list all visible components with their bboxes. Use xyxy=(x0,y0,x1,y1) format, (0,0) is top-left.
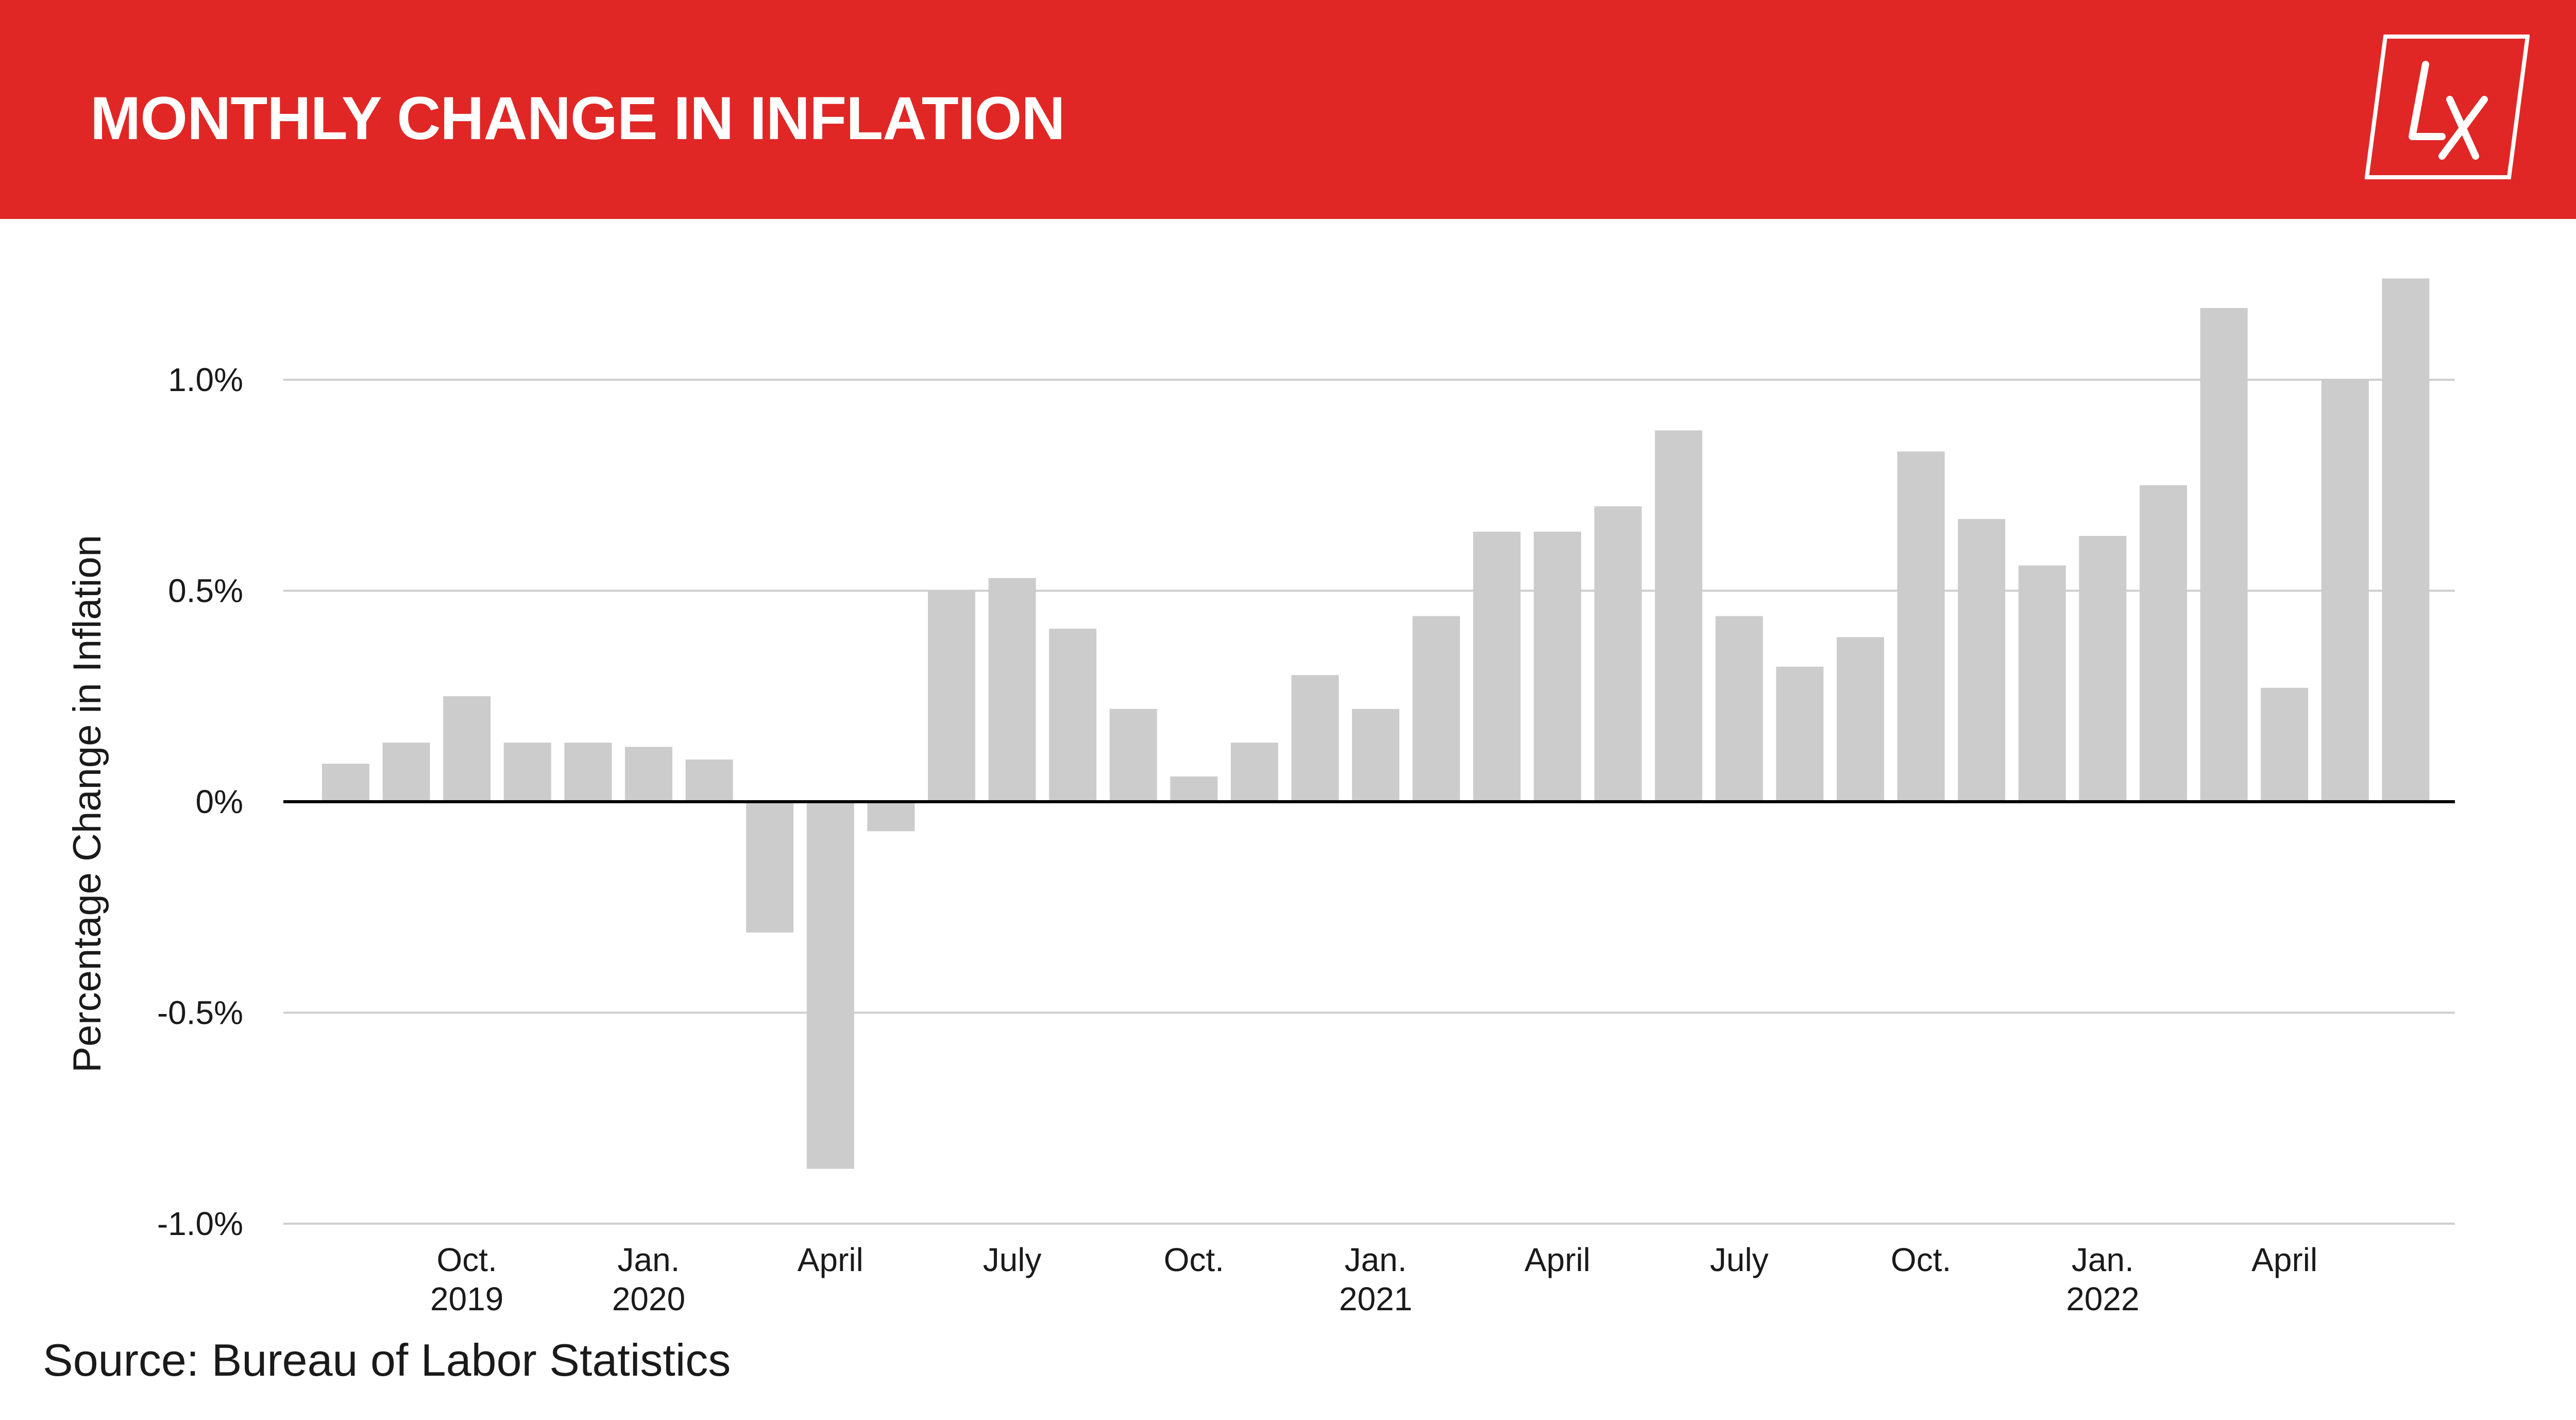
x-tick-label: April xyxy=(798,1241,863,1278)
bar xyxy=(1109,708,1157,802)
bar xyxy=(1170,776,1218,802)
header-banner: MONTHLY CHANGE IN INFLATION xyxy=(0,0,2576,219)
x-tick-label: July xyxy=(983,1241,1042,1278)
bar xyxy=(2079,536,2127,802)
bar xyxy=(685,759,733,802)
x-tick-label: Oct. xyxy=(1164,1241,1224,1278)
x-tick-label: July xyxy=(1710,1241,1769,1278)
bar xyxy=(625,747,672,802)
source-note: Source: Bureau of Labor Statistics xyxy=(43,1334,731,1385)
bar xyxy=(1231,742,1278,802)
x-tick-label: Jan. xyxy=(2072,1241,2134,1278)
bar xyxy=(1473,531,1521,802)
bar xyxy=(2321,380,2369,802)
bar xyxy=(1655,430,1703,802)
bar xyxy=(564,742,612,802)
y-tick-label: 1.0% xyxy=(168,361,243,398)
x-tick-year-label: 2021 xyxy=(1339,1280,1412,1317)
bar xyxy=(1352,708,1400,802)
y-tick-label: 0% xyxy=(196,783,244,820)
bar xyxy=(988,578,1036,802)
bar xyxy=(1897,451,1945,802)
bar xyxy=(1776,666,1824,802)
bar xyxy=(806,802,854,1169)
x-tick-label: Jan. xyxy=(618,1241,680,1278)
bar xyxy=(503,742,551,802)
y-axis-title: Percentage Change in Inflation xyxy=(65,535,109,1073)
bar xyxy=(2261,687,2309,802)
chart-title: MONTHLY CHANGE IN INFLATION xyxy=(90,84,1065,153)
y-tick-label: -1.0% xyxy=(157,1205,243,1242)
bar xyxy=(1049,629,1097,802)
bar xyxy=(2140,485,2187,802)
bar xyxy=(746,802,794,933)
x-tick-year-label: 2020 xyxy=(612,1280,685,1317)
y-tick-label: 0.5% xyxy=(168,572,243,610)
bar xyxy=(928,590,975,802)
bar xyxy=(1958,519,2006,802)
x-tick-label: Oct. xyxy=(437,1241,497,1278)
x-tick-label: Jan. xyxy=(1345,1241,1407,1278)
bar-chart: 1.0%0.5%0%-0.5%-1.0% Oct.2019Jan.2020Apr… xyxy=(65,278,2455,1317)
bar xyxy=(867,802,915,832)
bar xyxy=(2382,278,2430,802)
bar xyxy=(443,696,491,802)
lx-logo-icon xyxy=(2365,35,2530,179)
bar xyxy=(1291,675,1339,802)
bar xyxy=(1594,506,1642,802)
bar xyxy=(2018,565,2066,802)
bar xyxy=(1837,637,1884,802)
bar xyxy=(1412,616,1460,802)
bar xyxy=(2200,308,2248,802)
x-tick-label: April xyxy=(2251,1241,2317,1278)
bar xyxy=(382,742,430,802)
y-axis-tick-labels: 1.0% 0.5% 0% -0.5% -1.0% xyxy=(157,361,243,1242)
x-tick-year-label: 2022 xyxy=(2066,1280,2139,1317)
x-tick-label: April xyxy=(1524,1241,1590,1278)
x-tick-year-label: 2019 xyxy=(430,1280,503,1317)
x-tick-label: Oct. xyxy=(1891,1241,1951,1278)
bar xyxy=(322,764,369,802)
bars xyxy=(322,278,2430,1169)
y-tick-label: -0.5% xyxy=(157,994,243,1032)
bar xyxy=(1534,531,1581,802)
bar xyxy=(1715,616,1763,802)
